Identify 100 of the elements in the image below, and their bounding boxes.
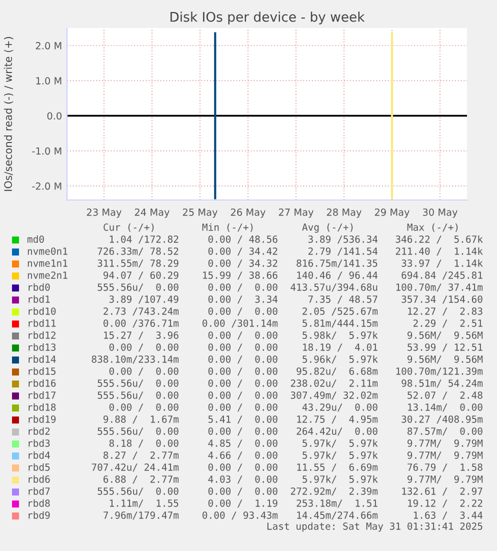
text: 100.70m/ 37.41m: [396, 283, 483, 292]
text: 5.98k/ 5.97k: [302, 331, 378, 340]
legend-label: rbd4: [28, 451, 50, 459]
text: 555.56u/ 0.00: [98, 427, 178, 436]
text: 94.07 / 60.29: [104, 271, 178, 280]
legend-label: nvme2n1: [28, 271, 68, 279]
text: 5.97k/ 5.97k: [302, 451, 378, 460]
text: 87.57m/ 0.00: [408, 427, 482, 436]
text: 4.03 / 0.00: [208, 475, 278, 484]
legend-label: md0: [28, 235, 44, 243]
text: 726.33m/ 78.52: [98, 247, 178, 256]
text: Cur (-/+): [104, 223, 154, 232]
text: 11.55 / 6.69m: [297, 463, 378, 472]
text: 9.56M/ 9.56M: [408, 355, 483, 364]
text: 0.00 / 0.00: [109, 403, 178, 412]
legend-label: rbd7: [28, 487, 50, 495]
text: 9.77M/ 9.79M: [408, 475, 483, 484]
x-tick-label: 27 May: [278, 208, 314, 218]
text: 3.89 /536.34: [308, 235, 378, 244]
legend-label: rbd6: [28, 475, 50, 483]
text: 0.00 / 0.00: [208, 367, 278, 376]
text: 9.88 / 1.67m: [104, 415, 179, 424]
text: 272.92m/ 2.39m: [290, 487, 378, 496]
text: 0.00 / 0.00: [208, 283, 278, 292]
legend-label: rbd10: [28, 307, 56, 315]
legend-label: rbd15: [28, 367, 56, 375]
text: 0.00 / 0.00: [109, 343, 178, 352]
text: 15.27 / 3.96: [104, 331, 178, 340]
legend-label: rbd16: [28, 379, 56, 387]
text: 816.75m/141.35: [296, 259, 378, 268]
text: 555.56u/ 0.00: [98, 379, 178, 388]
text: 555.56u/ 0.00: [98, 283, 178, 292]
text: 0.00 / 3.34: [208, 295, 278, 304]
text: Max (-/+): [407, 223, 458, 232]
text: 0.00 / 0.00: [208, 487, 278, 496]
legend-label: nvme0n1: [28, 247, 68, 255]
text: 0.00 /301.14m: [202, 319, 278, 328]
text: 9.77M/ 9.79M: [408, 439, 483, 448]
text: 2.05 /525.67m: [302, 307, 378, 316]
text: 30.27 /408.95m: [402, 415, 483, 424]
text: 1.11m/ 1.55: [110, 500, 178, 508]
text: 12.75 / 4.95m: [297, 415, 378, 424]
text: Min (-/+): [202, 223, 253, 232]
text: Last update: Sat May 31 01:31:41 2025: [267, 522, 482, 532]
legend-label: rbd9: [28, 511, 50, 519]
text: 413.57u/394.68u: [290, 283, 378, 292]
text: 0.00 / 0.00: [208, 331, 278, 340]
x-tick-label: 28 May: [326, 208, 362, 218]
text: 33.97 / 1.14k: [402, 259, 483, 268]
x-tick-label: 26 May: [230, 208, 266, 218]
text: 5.97k/ 5.97k: [302, 475, 378, 484]
text: 0.00 / 0.00: [208, 427, 278, 436]
y-tick-label: -1.0 M: [32, 147, 62, 155]
legend-label: rbd0: [28, 283, 50, 291]
text: 0.00 / 93.43m: [202, 511, 278, 520]
text: 8.18 / 0.00: [109, 439, 178, 448]
y-tick-label: 0.0: [47, 112, 62, 120]
text: 2.73 /743.24m: [104, 307, 179, 316]
text: 4.85 / 0.00: [208, 439, 278, 448]
text: 0.00 / 0.00: [208, 379, 278, 388]
text: 95.82u/ 6.68m: [296, 367, 378, 376]
text: 0.00 / 0.00: [208, 343, 278, 352]
legend-label: rbd5: [28, 463, 50, 471]
text: 346.22 / 5.67k: [396, 235, 483, 244]
text: 100.70m/121.39m: [396, 367, 483, 376]
x-tick-label: 29 May: [374, 208, 410, 218]
text: 555.56u/ 0.00: [98, 487, 178, 496]
y-axis-title: IOs/second read (-) / write (+): [4, 36, 14, 191]
text: Avg (-/+): [302, 223, 353, 233]
x-tick-label: 30 May: [422, 208, 458, 218]
legend-label: nvme1n1: [28, 260, 68, 267]
text: 211.40 / 1.14k: [396, 247, 483, 256]
text: 7.96m/179.47m: [104, 511, 179, 520]
legend-label: rbd13: [28, 343, 56, 351]
text: 14.45m/274.66m: [297, 511, 378, 520]
legend-label: rbd19: [28, 415, 56, 423]
text: 0.00 / 0.00: [208, 391, 278, 400]
legend-label: rbd8: [28, 499, 50, 507]
y-tick-label: -2.0 M: [32, 182, 62, 190]
text: 12.27 / 2.83: [408, 307, 482, 316]
text: 4.66 / 0.00: [208, 451, 278, 460]
chart-title: Disk IOs per device - by week: [170, 12, 365, 24]
text: 9.56M/ 9.56M: [408, 331, 483, 340]
x-tick-label: 25 May: [182, 208, 218, 218]
text: 9.77M/ 9.79M: [408, 451, 483, 460]
x-tick-label: 24 May: [134, 208, 170, 218]
text: 0.00 / 34.42: [208, 247, 278, 256]
text: 1.04 /172.82: [110, 235, 178, 244]
y-tick-label: 2.0 M: [36, 42, 62, 50]
legend-label: rbd17: [28, 391, 56, 399]
legend-label: rbd3: [28, 439, 50, 447]
text: 264.42u/ 0.00: [296, 427, 378, 436]
legend-label: rbd11: [28, 319, 56, 327]
text: 7.35 / 48.57: [308, 295, 378, 304]
text: 5.96k/ 5.97k: [302, 355, 378, 364]
text: 2.29 / 2.51: [413, 319, 482, 328]
text: 5.41 / 0.00: [208, 415, 278, 424]
text: 132.61 / 2.97: [402, 487, 482, 496]
text: 0.00 / 1.19: [208, 499, 278, 508]
text: 357.34 /154.60: [402, 295, 482, 304]
